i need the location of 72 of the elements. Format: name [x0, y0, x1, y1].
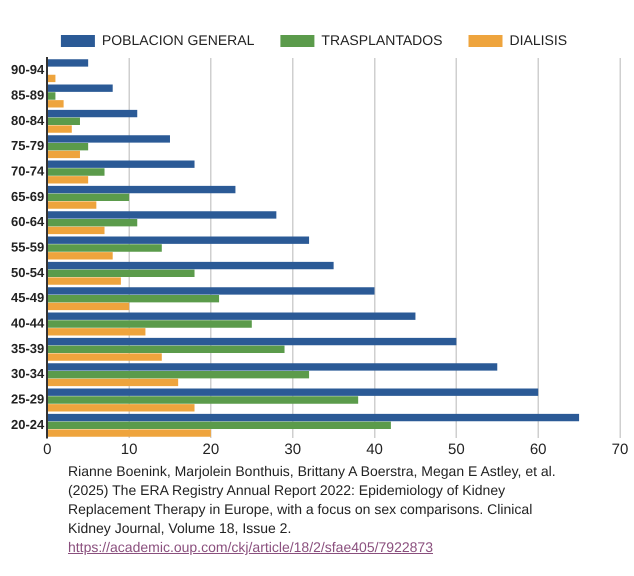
y-tick-label: 30-34: [11, 366, 46, 382]
bar: [48, 142, 88, 150]
bar: [48, 194, 130, 202]
bar: [48, 320, 252, 328]
bar: [48, 168, 105, 176]
y-tick-label: 90-94: [11, 62, 46, 78]
bar: [48, 74, 56, 82]
bar: [48, 160, 195, 168]
bar: [48, 211, 276, 219]
legend-label: TRASPLANTADOS: [321, 32, 443, 48]
x-tick-label: 0: [43, 441, 52, 458]
y-tick-label: 55-59: [11, 240, 44, 255]
bar: [48, 100, 64, 108]
y-tick-label: 85-89: [11, 88, 44, 103]
x-tick-label: 30: [284, 441, 302, 458]
x-tick-label: 40: [366, 441, 383, 458]
x-tick-label: 10: [120, 441, 138, 458]
bar: [48, 363, 498, 371]
y-tick-label: 65-69: [11, 188, 44, 204]
bar: [48, 262, 334, 270]
bar: [48, 226, 105, 234]
y-tick-label: 45-49: [11, 290, 44, 306]
bar: [48, 302, 130, 310]
bar: [48, 186, 236, 194]
bar: [48, 135, 170, 143]
bar: [48, 244, 162, 252]
bar: [48, 110, 138, 118]
bar: [48, 378, 178, 386]
bar: [48, 201, 96, 209]
y-tick-label: 40-44: [11, 316, 46, 331]
y-tick-label: 80-84: [11, 112, 46, 128]
bar: [48, 404, 195, 412]
bar: [48, 346, 285, 354]
legend-label: DIALISIS: [510, 32, 568, 48]
y-tick-label: 75-79: [11, 138, 44, 154]
x-tick-label: 50: [448, 441, 465, 458]
bar: [48, 287, 375, 295]
bar: [48, 338, 456, 346]
y-tick-label: 35-39: [11, 340, 44, 356]
bar: [48, 125, 72, 133]
x-tick-label: 70: [612, 441, 628, 458]
bar: [48, 252, 113, 260]
text: Rianne Boenink, Marjolein Bonthuis, Brittany A Boerstra, Megan E Astley, et al. (2025) The ERA Registry Annual Report 2022: Epidemiology of Kidney Replacement Therapy in Europe, with a focus on sex comparisons. Clinical Kidney Journal, Volume 18, Issue 2.: [68, 462, 557, 538]
bar: [48, 429, 211, 437]
bar: [48, 353, 162, 361]
bar: [48, 414, 580, 422]
bar: [48, 422, 391, 430]
bar: [48, 312, 416, 320]
bar: [48, 236, 310, 244]
bar: [48, 294, 220, 302]
bar: [48, 176, 88, 184]
bar: [48, 150, 80, 158]
bar: [48, 270, 195, 278]
x-tick-label: 60: [530, 441, 547, 458]
bar: [48, 396, 358, 404]
bar: [48, 59, 88, 67]
bar: [48, 92, 56, 100]
y-tick-label: 25-29: [11, 392, 44, 407]
bar: [48, 370, 310, 378]
text: https://academic.oup.com/ckj/article/18/2/sfae405/7922873: [68, 538, 434, 557]
y-tick-label: 20-24: [11, 416, 46, 432]
bar: [48, 118, 80, 126]
bar: [48, 277, 121, 285]
bar: [48, 388, 538, 396]
bar: [48, 328, 146, 336]
bar: [48, 84, 113, 92]
x-tick-label: 20: [202, 441, 220, 458]
bar: [48, 218, 138, 226]
y-tick-label: 60-64: [11, 214, 46, 230]
y-tick-label: 50-54: [11, 264, 46, 280]
legend-label: POBLACION GENERAL: [102, 32, 255, 48]
y-tick-label: 70-74: [11, 164, 46, 179]
